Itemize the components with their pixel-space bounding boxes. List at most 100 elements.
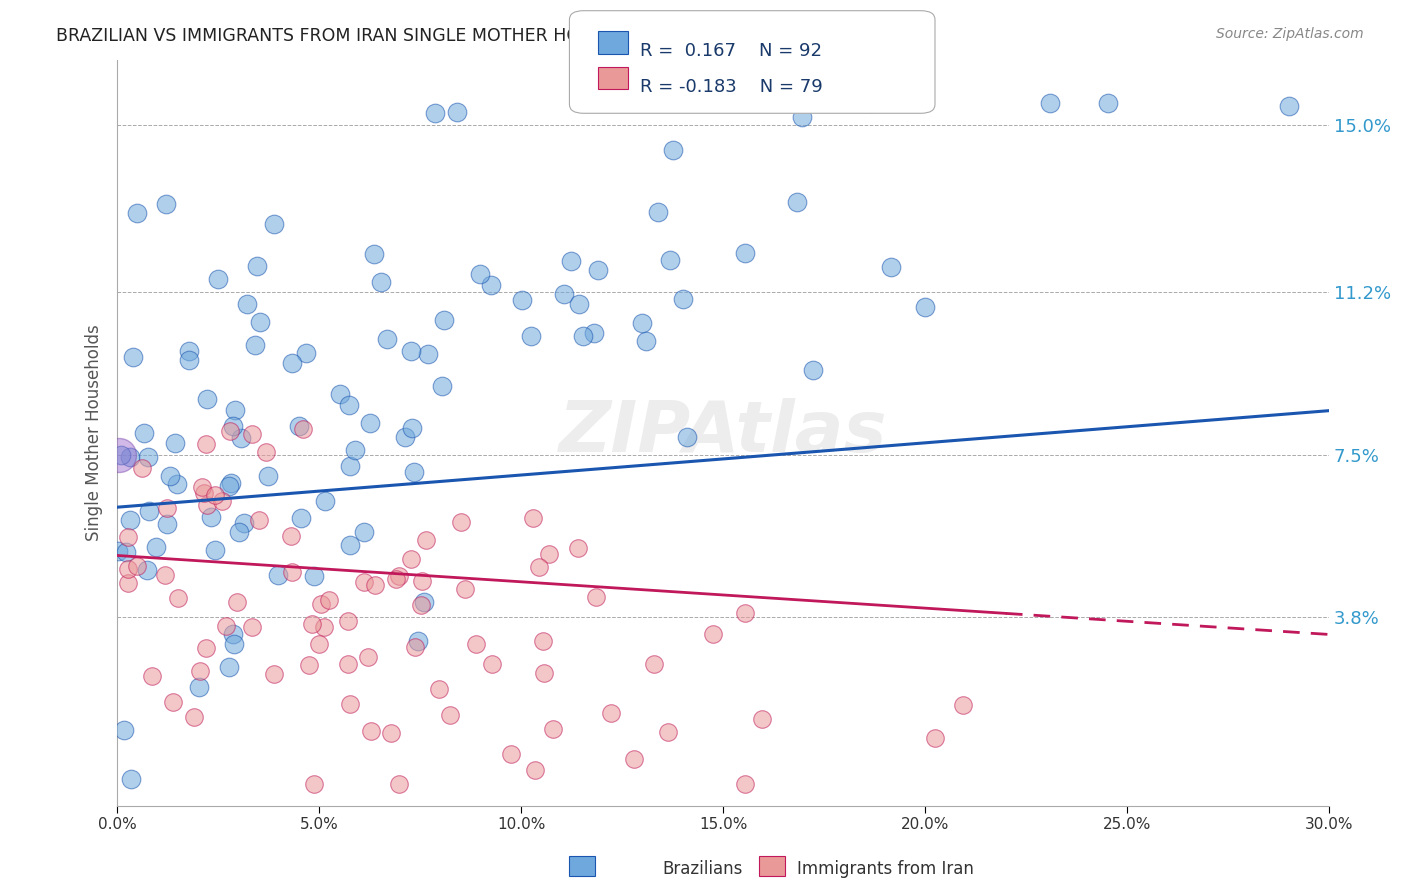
Point: [257, 469, 280, 483]
Point: [671, 292, 693, 306]
Point: [523, 763, 546, 777]
Point: [155, 568, 177, 582]
Point: [312, 620, 335, 634]
Point: [110, 448, 132, 462]
Point: [914, 301, 936, 315]
Point: [357, 649, 380, 664]
Point: [702, 627, 724, 641]
Point: [298, 658, 321, 673]
Point: [254, 445, 277, 459]
Point: [468, 267, 491, 281]
Point: [233, 516, 256, 530]
Point: [114, 545, 136, 559]
Point: [522, 510, 544, 524]
Point: [643, 657, 665, 672]
Point: [177, 344, 200, 359]
Point: [600, 706, 623, 721]
Point: [734, 245, 756, 260]
Point: [585, 590, 607, 604]
Point: [786, 194, 808, 209]
Point: [219, 425, 242, 439]
Point: [263, 217, 285, 231]
Point: [571, 329, 593, 343]
Text: BRAZILIAN VS IMMIGRANTS FROM IRAN SINGLE MOTHER HOUSEHOLDS CORRELATION CHART: BRAZILIAN VS IMMIGRANTS FROM IRAN SINGLE…: [56, 27, 870, 45]
Point: [353, 575, 375, 590]
Point: [538, 547, 561, 561]
Point: [647, 204, 669, 219]
Point: [281, 565, 304, 579]
Point: [425, 105, 447, 120]
Point: [339, 538, 361, 552]
Point: [433, 313, 456, 327]
Point: [228, 524, 250, 539]
Point: [353, 525, 375, 540]
Point: [231, 431, 253, 445]
Point: [567, 541, 589, 556]
Point: [439, 707, 461, 722]
Point: [190, 479, 212, 493]
Point: [156, 500, 179, 515]
Point: [454, 582, 477, 597]
Point: [401, 421, 423, 435]
Point: [188, 664, 211, 678]
Point: [734, 777, 756, 791]
Point: [659, 253, 682, 268]
Point: [200, 510, 222, 524]
Point: [380, 726, 402, 740]
Point: [309, 597, 332, 611]
Point: [194, 640, 217, 655]
Point: [222, 419, 245, 434]
Point: [120, 772, 142, 787]
Point: [267, 567, 290, 582]
Point: [194, 437, 217, 451]
Point: [339, 458, 361, 473]
Point: [415, 533, 437, 547]
Point: [136, 450, 159, 465]
Point: [676, 430, 699, 444]
Point: [385, 572, 408, 586]
Point: [219, 475, 242, 490]
Point: [751, 712, 773, 726]
Point: [294, 345, 316, 359]
Point: [315, 494, 337, 508]
Point: [388, 569, 411, 583]
Point: [214, 619, 236, 633]
Point: [363, 247, 385, 261]
Text: R = -0.183    N = 79: R = -0.183 N = 79: [640, 78, 823, 95]
Point: [409, 598, 432, 612]
Point: [450, 515, 472, 529]
Point: [568, 297, 591, 311]
Point: [553, 286, 575, 301]
Point: [416, 347, 439, 361]
Point: [631, 316, 654, 330]
Point: [204, 488, 226, 502]
Point: [165, 436, 187, 450]
Point: [734, 607, 756, 621]
Point: [107, 544, 129, 558]
Point: [117, 530, 139, 544]
Point: [329, 387, 352, 401]
Point: [166, 476, 188, 491]
Point: [336, 614, 359, 628]
Point: [512, 293, 534, 308]
Point: [125, 558, 148, 573]
Point: [359, 416, 381, 430]
Point: [141, 669, 163, 683]
Point: [404, 640, 426, 654]
Point: [406, 634, 429, 648]
Point: [183, 710, 205, 724]
Point: [207, 272, 229, 286]
Point: [138, 504, 160, 518]
Point: [412, 595, 434, 609]
Point: [529, 560, 551, 574]
Point: [291, 422, 314, 436]
Point: [236, 297, 259, 311]
Point: [204, 542, 226, 557]
Point: [287, 419, 309, 434]
Point: [240, 427, 263, 442]
Point: [370, 275, 392, 289]
Point: [240, 620, 263, 634]
Point: [344, 443, 367, 458]
Point: [657, 725, 679, 739]
Point: [792, 110, 814, 124]
